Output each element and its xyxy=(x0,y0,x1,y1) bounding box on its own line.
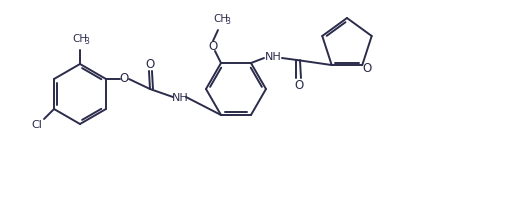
Text: NH: NH xyxy=(264,52,281,62)
Text: CH: CH xyxy=(73,34,87,44)
Text: O: O xyxy=(119,73,129,85)
Text: O: O xyxy=(294,78,304,92)
Text: O: O xyxy=(145,57,155,71)
Text: CH: CH xyxy=(214,14,228,24)
Text: 3: 3 xyxy=(226,17,231,26)
Text: O: O xyxy=(208,39,218,53)
Text: NH: NH xyxy=(172,93,188,103)
Text: Cl: Cl xyxy=(32,120,42,130)
Text: O: O xyxy=(363,61,372,75)
Text: 3: 3 xyxy=(85,37,90,46)
